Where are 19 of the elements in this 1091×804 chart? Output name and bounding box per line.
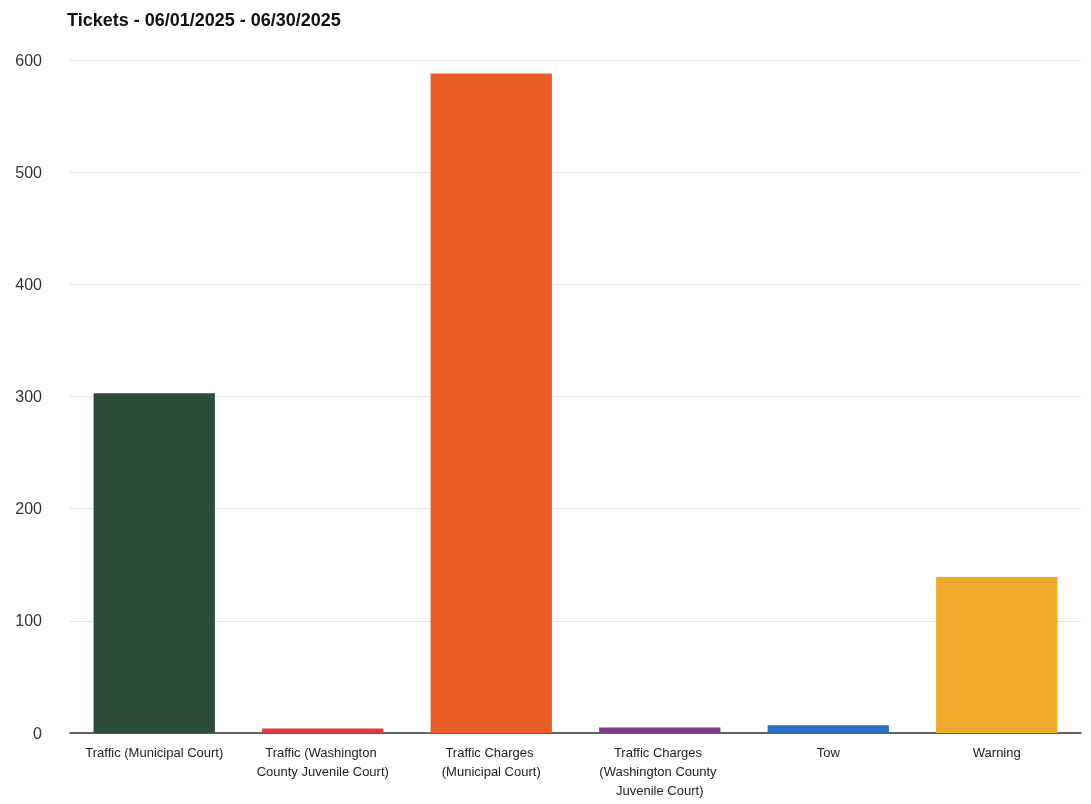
bar: [767, 725, 889, 733]
x-tick-label: Traffic (Washington County Juvenile Court): [256, 745, 389, 779]
x-tick-label: Traffic (Municipal Court): [85, 745, 224, 760]
y-tick-label: 400: [15, 275, 43, 293]
bar: [599, 727, 721, 733]
bar: [430, 73, 552, 733]
y-tick-label: 0: [33, 724, 43, 742]
chart-title: Tickets - 06/01/2025 - 06/30/2025: [67, 10, 341, 30]
y-tick-label: 600: [15, 51, 43, 69]
y-tick-label: 500: [15, 163, 43, 181]
y-tick-label: 100: [15, 612, 43, 630]
x-tick-label: Traffic Charges (Washington County Juvenile Court): [599, 745, 721, 798]
y-tick-label: 200: [15, 500, 43, 518]
x-tick-label: Warning: [972, 745, 1021, 760]
x-tick-label: Traffic Charges (Municipal Court): [441, 745, 541, 779]
x-tick-label: Tow: [816, 745, 841, 760]
y-tick-label: 300: [15, 388, 43, 405]
bar: [936, 577, 1058, 733]
bar: [93, 393, 215, 733]
